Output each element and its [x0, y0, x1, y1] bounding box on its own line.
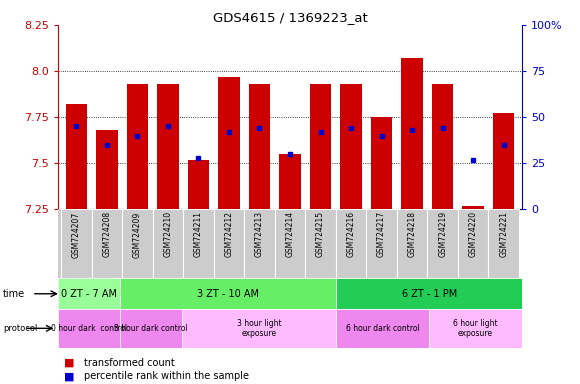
- Text: transformed count: transformed count: [84, 358, 175, 368]
- Bar: [427, 209, 458, 278]
- Bar: [66, 104, 87, 209]
- Bar: [213, 209, 244, 278]
- Text: 6 hour light
exposure: 6 hour light exposure: [454, 319, 498, 338]
- Bar: [429, 309, 522, 348]
- Text: GSM724208: GSM724208: [102, 211, 111, 258]
- Bar: [96, 130, 118, 209]
- Bar: [92, 209, 122, 278]
- Bar: [493, 113, 514, 209]
- Text: GSM724216: GSM724216: [347, 211, 356, 258]
- Text: 6 ZT - 1 PM: 6 ZT - 1 PM: [401, 289, 457, 299]
- Bar: [462, 205, 484, 209]
- Bar: [182, 309, 336, 348]
- Text: 3 hour light
exposure: 3 hour light exposure: [237, 319, 281, 338]
- Text: 6 hour dark control: 6 hour dark control: [346, 324, 420, 333]
- Text: 3 hour dark control: 3 hour dark control: [114, 324, 188, 333]
- Bar: [336, 278, 522, 309]
- Bar: [122, 209, 153, 278]
- Bar: [120, 309, 182, 348]
- Bar: [397, 209, 427, 278]
- Bar: [183, 209, 213, 278]
- Bar: [336, 209, 367, 278]
- Bar: [58, 309, 120, 348]
- Text: ■: ■: [64, 358, 74, 368]
- Bar: [310, 84, 331, 209]
- Text: GSM724217: GSM724217: [377, 211, 386, 258]
- Bar: [58, 278, 120, 309]
- Bar: [244, 209, 275, 278]
- Bar: [458, 209, 488, 278]
- Bar: [126, 84, 148, 209]
- Text: GSM724219: GSM724219: [438, 211, 447, 258]
- Bar: [280, 154, 300, 209]
- Text: GSM724215: GSM724215: [316, 211, 325, 258]
- Bar: [340, 84, 362, 209]
- Text: ■: ■: [64, 371, 74, 381]
- Text: GSM724210: GSM724210: [164, 211, 172, 258]
- Text: GSM724214: GSM724214: [285, 211, 295, 258]
- Text: GSM724221: GSM724221: [499, 211, 508, 257]
- Text: GSM724218: GSM724218: [408, 211, 416, 257]
- Bar: [488, 209, 519, 278]
- Bar: [371, 117, 392, 209]
- Text: GSM724213: GSM724213: [255, 211, 264, 258]
- Bar: [61, 209, 92, 278]
- Text: GSM724207: GSM724207: [72, 211, 81, 258]
- Bar: [367, 209, 397, 278]
- Bar: [188, 159, 209, 209]
- Bar: [157, 84, 179, 209]
- Text: 3 ZT - 10 AM: 3 ZT - 10 AM: [197, 289, 259, 299]
- Bar: [120, 278, 336, 309]
- Text: GSM724212: GSM724212: [224, 211, 233, 257]
- Text: GSM724220: GSM724220: [469, 211, 478, 258]
- Bar: [401, 58, 423, 209]
- Text: GSM724211: GSM724211: [194, 211, 203, 257]
- Bar: [218, 76, 240, 209]
- Bar: [275, 209, 305, 278]
- Bar: [305, 209, 336, 278]
- Bar: [432, 84, 454, 209]
- Bar: [249, 84, 270, 209]
- Text: GSM724209: GSM724209: [133, 211, 142, 258]
- Bar: [153, 209, 183, 278]
- Text: percentile rank within the sample: percentile rank within the sample: [84, 371, 249, 381]
- Text: 0 ZT - 7 AM: 0 ZT - 7 AM: [61, 289, 117, 299]
- Bar: [336, 309, 429, 348]
- Text: time: time: [3, 289, 25, 299]
- Text: GDS4615 / 1369223_at: GDS4615 / 1369223_at: [213, 12, 367, 25]
- Text: 0 hour dark  control: 0 hour dark control: [51, 324, 127, 333]
- Text: protocol: protocol: [3, 324, 37, 333]
